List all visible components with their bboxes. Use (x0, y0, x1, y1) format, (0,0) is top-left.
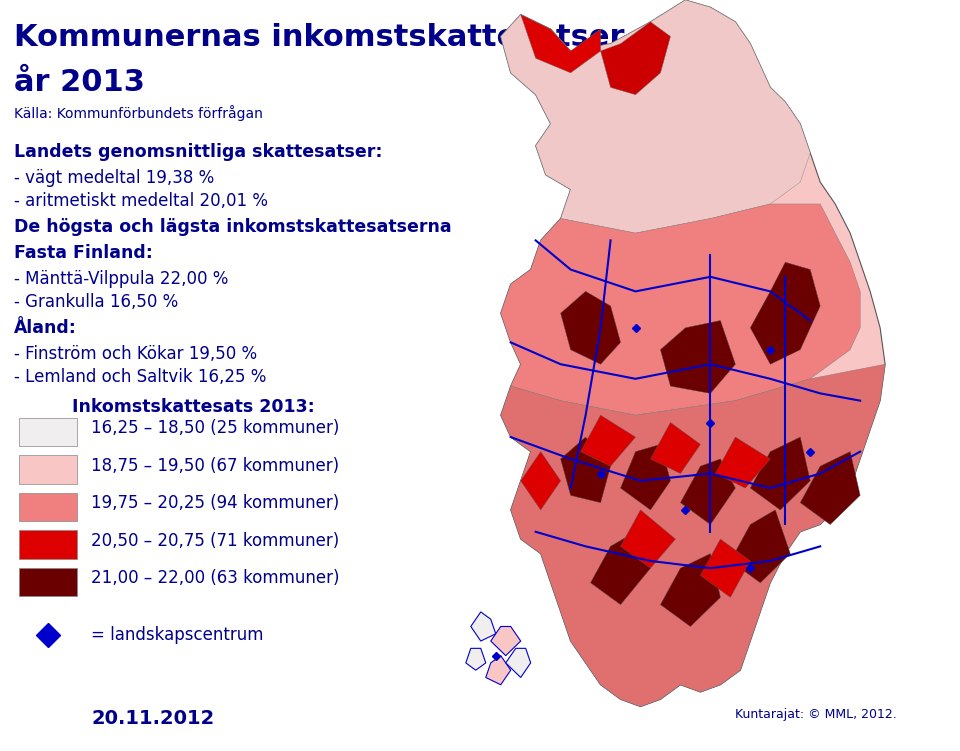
Polygon shape (660, 553, 720, 626)
Polygon shape (486, 656, 511, 685)
Polygon shape (581, 415, 636, 466)
Text: - vägt medeltal 19,38 %: - vägt medeltal 19,38 % (14, 169, 215, 187)
Polygon shape (620, 510, 676, 569)
Polygon shape (501, 364, 885, 707)
Polygon shape (651, 423, 701, 474)
Polygon shape (501, 0, 885, 707)
Text: 19,75 – 20,25 (94 kommuner): 19,75 – 20,25 (94 kommuner) (91, 494, 340, 512)
Text: 20,50 – 20,75 (71 kommuner): 20,50 – 20,75 (71 kommuner) (91, 532, 340, 550)
Text: Landets genomsnittliga skattesatser:: Landets genomsnittliga skattesatser: (14, 143, 383, 161)
FancyBboxPatch shape (19, 455, 77, 484)
Text: - aritmetiskt medeltal 20,01 %: - aritmetiskt medeltal 20,01 % (14, 192, 269, 210)
Polygon shape (751, 437, 810, 510)
FancyBboxPatch shape (19, 418, 77, 446)
Text: = landskapscentrum: = landskapscentrum (91, 626, 264, 644)
Text: - Lemland och Saltvik 16,25 %: - Lemland och Saltvik 16,25 % (14, 368, 267, 386)
Polygon shape (561, 291, 620, 364)
Text: Inkomstskattesats 2013:: Inkomstskattesats 2013: (72, 398, 315, 416)
FancyBboxPatch shape (19, 530, 77, 559)
Polygon shape (751, 262, 820, 364)
Text: 18,75 – 19,50 (67 kommuner): 18,75 – 19,50 (67 kommuner) (91, 457, 339, 475)
Polygon shape (491, 626, 520, 656)
Polygon shape (601, 22, 670, 95)
Polygon shape (520, 14, 601, 73)
Text: Källa: Kommunförbundets förfrågan: Källa: Kommunförbundets förfrågan (14, 105, 263, 121)
FancyBboxPatch shape (19, 568, 77, 596)
Polygon shape (561, 437, 611, 502)
FancyBboxPatch shape (19, 493, 77, 521)
Text: 16,25 – 18,50 (25 kommuner): 16,25 – 18,50 (25 kommuner) (91, 419, 340, 437)
Polygon shape (620, 445, 670, 510)
Polygon shape (701, 539, 751, 597)
Text: 21,00 – 22,00 (63 kommuner): 21,00 – 22,00 (63 kommuner) (91, 569, 340, 587)
Text: Kuntarajat: © MML, 2012.: Kuntarajat: © MML, 2012. (735, 708, 897, 721)
Text: De högsta och lägsta inkomstskattesatserna: De högsta och lägsta inkomstskattesatser… (14, 218, 452, 236)
Text: 20.11.2012: 20.11.2012 (92, 710, 215, 728)
Text: år 2013: år 2013 (14, 68, 145, 97)
Text: Fasta Finland:: Fasta Finland: (14, 244, 154, 262)
Polygon shape (506, 648, 531, 677)
Polygon shape (660, 321, 735, 394)
Text: Kommunernas inkomstskattesatser: Kommunernas inkomstskattesatser (14, 23, 625, 52)
Text: - Mänttä-Vilppula 22,00 %: - Mänttä-Vilppula 22,00 % (14, 270, 228, 288)
Polygon shape (681, 459, 735, 524)
Polygon shape (501, 0, 810, 233)
Polygon shape (520, 451, 561, 510)
Text: Åland:: Åland: (14, 319, 77, 337)
Polygon shape (501, 204, 860, 415)
Polygon shape (466, 648, 486, 670)
Polygon shape (470, 612, 495, 641)
Polygon shape (590, 532, 651, 605)
Text: - Finström och Kökar 19,50 %: - Finström och Kökar 19,50 % (14, 345, 257, 363)
Polygon shape (715, 437, 770, 488)
Polygon shape (801, 451, 860, 524)
Polygon shape (731, 510, 790, 583)
Text: - Grankulla 16,50 %: - Grankulla 16,50 % (14, 293, 179, 311)
